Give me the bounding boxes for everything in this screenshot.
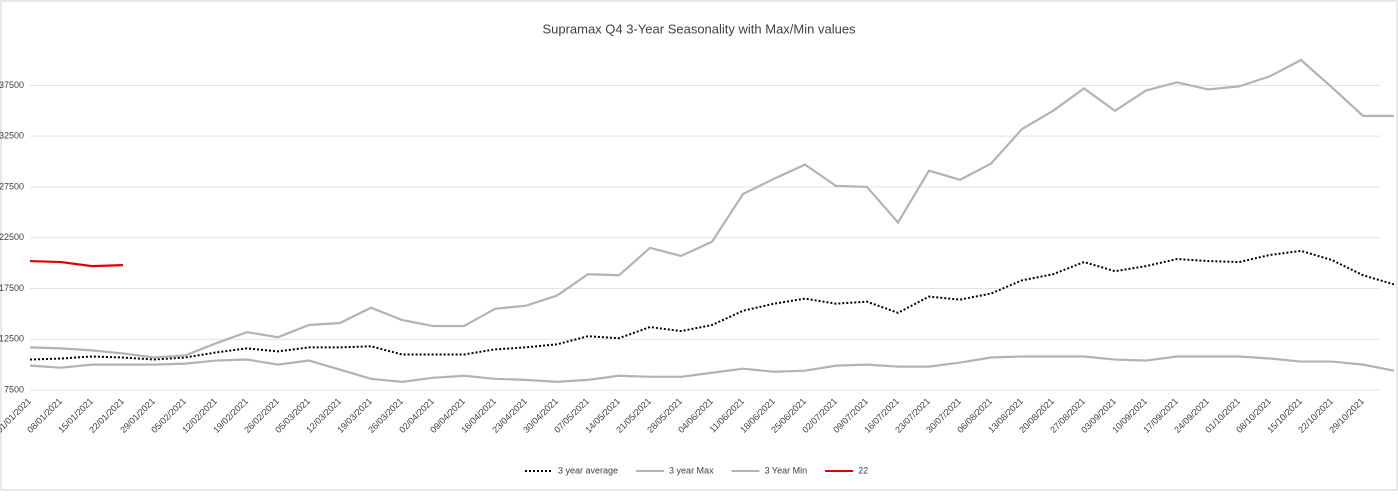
chart-title: Supramax Q4 3-Year Seasonality with Max/…: [542, 21, 856, 36]
series-line: [29, 249, 1395, 361]
y-tick-label: 7500: [4, 384, 24, 394]
y-tick-label: 12500: [0, 334, 24, 344]
y-tick-label: 17500: [0, 283, 24, 293]
series-line: [29, 58, 1394, 359]
legend-label: 22: [858, 465, 868, 475]
y-tick-label: 32500: [0, 131, 24, 141]
series-line: [29, 355, 1395, 383]
legend-label: 3 year Max: [669, 465, 714, 475]
y-tick-label: 27500: [0, 181, 24, 191]
legend-label: 3 year average: [558, 465, 618, 475]
legend-label: 3 Year Min: [765, 465, 808, 475]
y-tick-label: 22500: [0, 232, 24, 242]
y-tick-label: 37500: [0, 80, 24, 90]
series-line: [29, 259, 124, 268]
